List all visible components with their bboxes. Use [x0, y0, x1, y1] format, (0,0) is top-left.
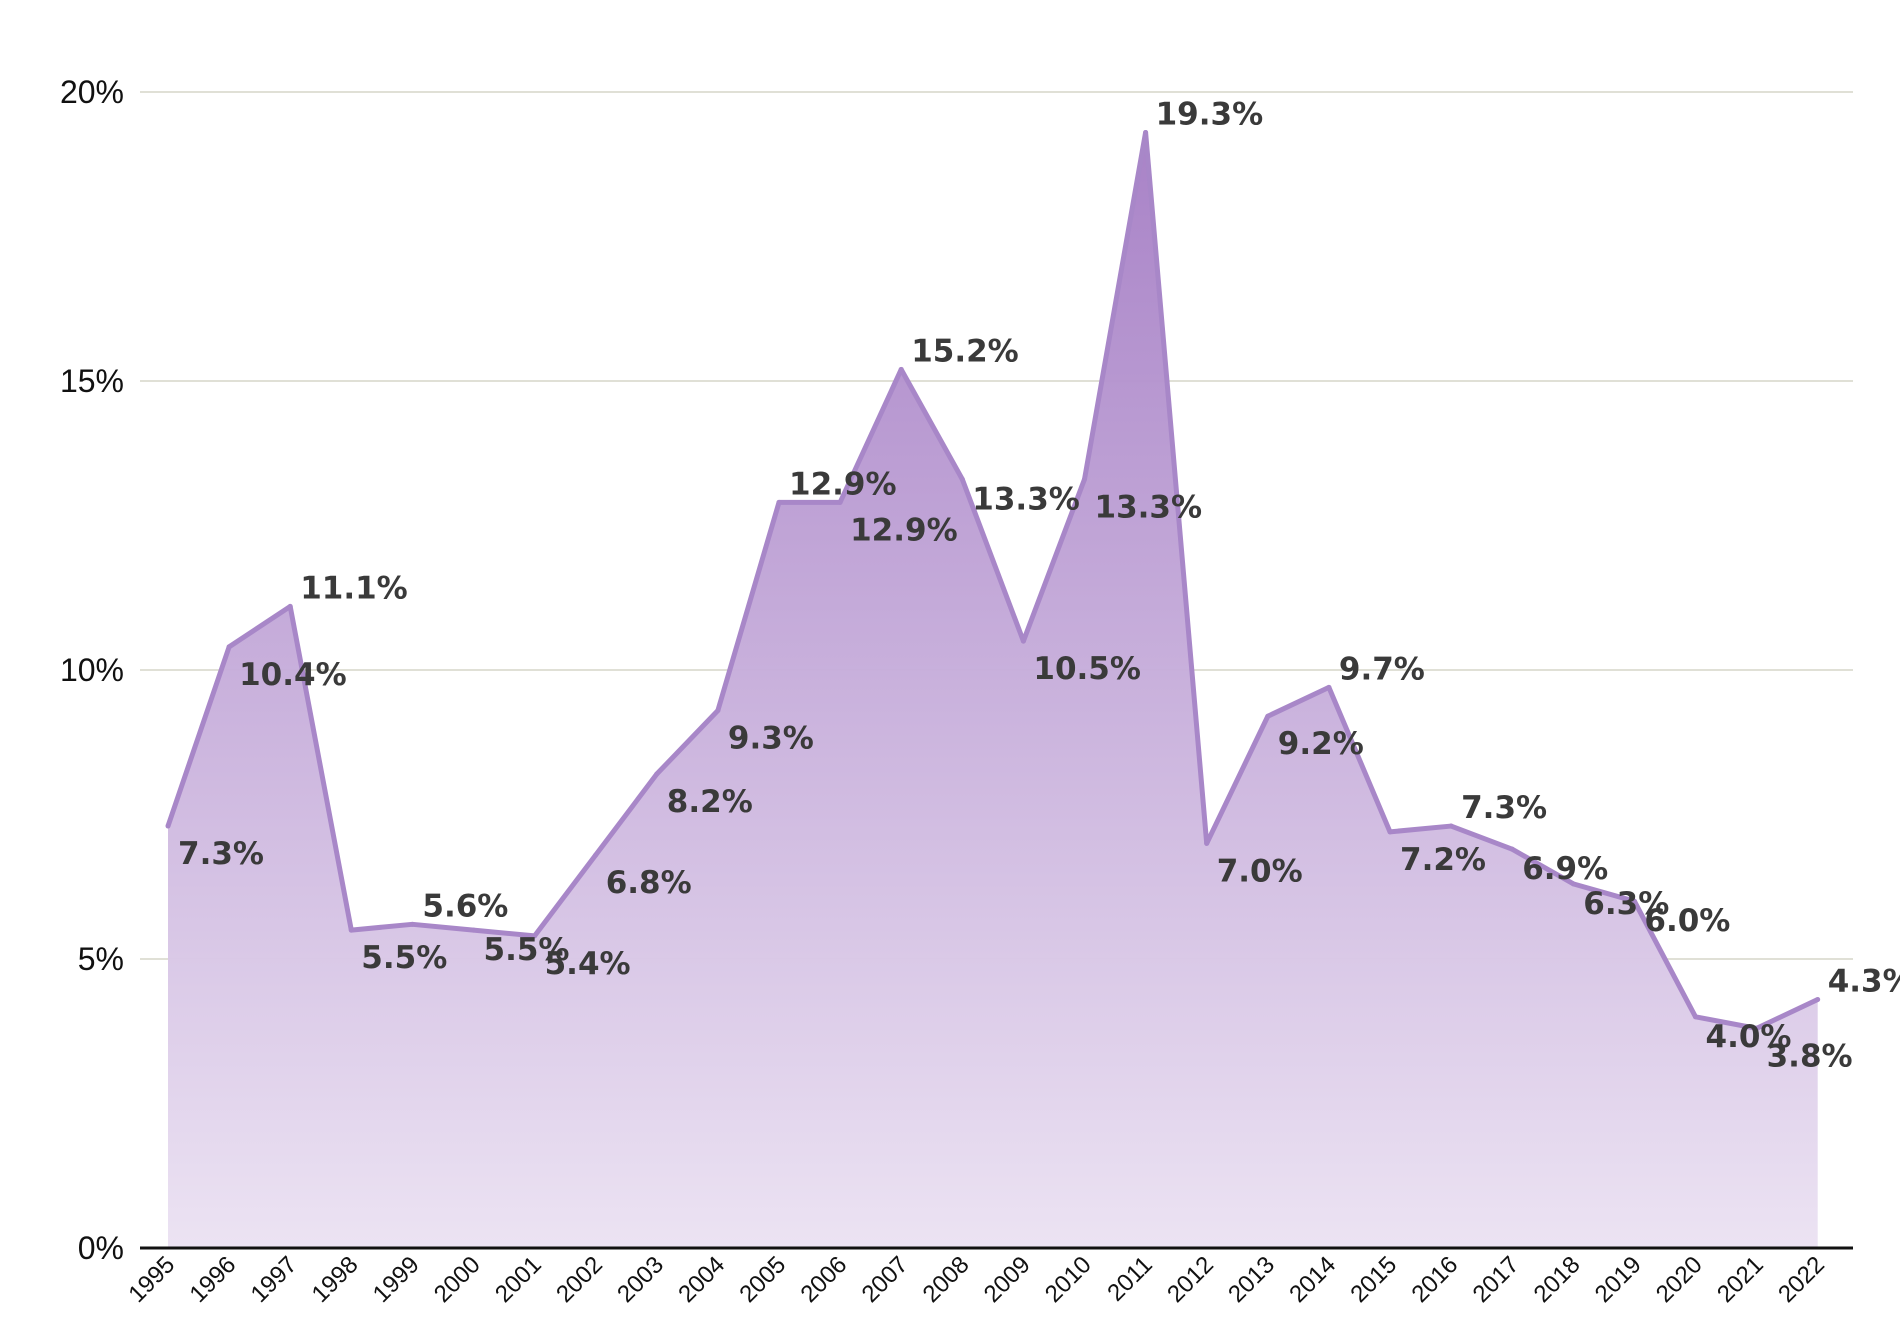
data-label: 7.0%: [1217, 853, 1303, 889]
data-point: [959, 476, 965, 482]
y-tick-label: 5%: [78, 941, 124, 977]
data-label: 7.3%: [178, 836, 264, 872]
x-tick-label: 2006: [795, 1251, 852, 1308]
data-label: 5.5%: [484, 932, 570, 968]
data-label: 6.0%: [1644, 903, 1730, 939]
data-labels: 7.3%10.4%11.1%5.5%5.6%5.5%5.4%6.8%8.2%9.…: [178, 96, 1900, 1074]
y-tick-label: 10%: [60, 652, 124, 688]
data-label: 9.2%: [1278, 726, 1364, 762]
data-point: [1082, 476, 1087, 482]
data-label: 5.4%: [545, 946, 631, 982]
x-tick-label: 1996: [184, 1251, 241, 1308]
data-label: 5.5%: [361, 940, 447, 976]
x-tick-label: 2011: [1102, 1251, 1158, 1307]
data-point: [1631, 898, 1637, 904]
data-label: 9.3%: [728, 720, 814, 756]
data-label: 15.2%: [911, 333, 1019, 369]
data-point: [1509, 846, 1515, 852]
x-tick-label: 2014: [1284, 1251, 1341, 1308]
data-label: 5.6%: [422, 888, 508, 924]
data-label: 6.9%: [1522, 851, 1608, 887]
data-label: 7.2%: [1400, 842, 1486, 878]
data-label: 9.7%: [1339, 651, 1425, 687]
x-tick-label: 2016: [1406, 1251, 1463, 1308]
x-tick-label: 2019: [1590, 1251, 1647, 1308]
data-point: [898, 366, 904, 372]
x-tick-label: 1998: [307, 1251, 364, 1308]
data-label: 3.8%: [1767, 1038, 1853, 1074]
x-tick-label: 2012: [1162, 1251, 1219, 1308]
data-point: [1693, 1014, 1698, 1020]
data-point: [409, 921, 415, 927]
data-label: 6.8%: [606, 865, 692, 901]
data-label: 6.3%: [1583, 886, 1669, 922]
x-tick-label: 2009: [979, 1251, 1036, 1308]
data-label: 11.1%: [300, 570, 408, 606]
data-point: [837, 499, 843, 505]
data-label: 8.2%: [667, 784, 753, 820]
area-fill: [168, 132, 1818, 1249]
data-point: [287, 603, 293, 609]
x-tick-label: 2022: [1773, 1251, 1830, 1308]
x-tick-label: 2005: [734, 1251, 791, 1308]
data-point: [1326, 684, 1332, 690]
data-point: [1815, 996, 1821, 1002]
data-label: 19.3%: [1156, 96, 1264, 132]
data-label: 13.3%: [972, 481, 1080, 517]
data-point: [1387, 829, 1393, 835]
data-point: [165, 823, 171, 829]
x-tick-label: 2004: [673, 1251, 730, 1308]
x-tick-label: 2017: [1468, 1251, 1525, 1308]
data-label: 13.3%: [1095, 489, 1203, 525]
y-tick-label: 20%: [60, 74, 124, 110]
data-point: [1448, 823, 1454, 829]
x-tick-label: 2001: [490, 1251, 547, 1308]
x-tick-label: 2000: [429, 1251, 486, 1308]
data-label: 10.5%: [1033, 651, 1141, 687]
x-tick-label: 1999: [368, 1251, 425, 1308]
x-tick-label: 2021: [1712, 1251, 1769, 1308]
y-axis-ticks: 0% 5% 10% 15% 20%: [60, 74, 124, 1266]
x-tick-label: 1997: [246, 1251, 303, 1308]
data-label: 10.4%: [239, 657, 347, 693]
y-tick-label: 15%: [60, 363, 124, 399]
data-label: 12.9%: [850, 512, 958, 548]
x-tick-label: 2015: [1345, 1251, 1402, 1308]
data-label: 12.9%: [789, 466, 897, 502]
data-point: [715, 707, 721, 713]
data-point: [1204, 840, 1210, 846]
data-point: [776, 499, 782, 505]
data-label: 4.3%: [1828, 963, 1900, 999]
data-point: [471, 927, 476, 933]
data-point: [1570, 881, 1576, 887]
data-label: 4.0%: [1706, 1019, 1792, 1055]
data-label: 7.3%: [1461, 790, 1547, 826]
x-tick-label: 2007: [857, 1251, 914, 1308]
x-tick-label: 2010: [1040, 1251, 1097, 1308]
data-point: [532, 933, 538, 939]
series-area: [165, 129, 1821, 1249]
x-tick-label: 2003: [612, 1251, 669, 1308]
data-point: [1143, 129, 1149, 135]
data-point: [1020, 638, 1026, 644]
x-tick-label: 2008: [918, 1251, 975, 1308]
data-point: [1265, 713, 1271, 719]
data-point: [348, 927, 354, 933]
x-tick-label: 2020: [1651, 1251, 1708, 1308]
data-point: [593, 852, 599, 858]
x-tick-label: 2002: [551, 1251, 608, 1308]
data-point: [226, 644, 232, 650]
series-line: [165, 129, 1819, 1031]
x-tick-label: 1995: [123, 1251, 180, 1308]
data-point: [654, 771, 660, 777]
x-tick-label: 2018: [1529, 1251, 1586, 1308]
data-point: [1754, 1025, 1760, 1031]
x-tick-label: 2013: [1223, 1251, 1280, 1308]
y-tick-label: 0%: [78, 1230, 124, 1266]
x-axis-ticks: 1995 1996 1997 1998 1999 2000 2001 2002 2003 2004…: [123, 1251, 1830, 1308]
